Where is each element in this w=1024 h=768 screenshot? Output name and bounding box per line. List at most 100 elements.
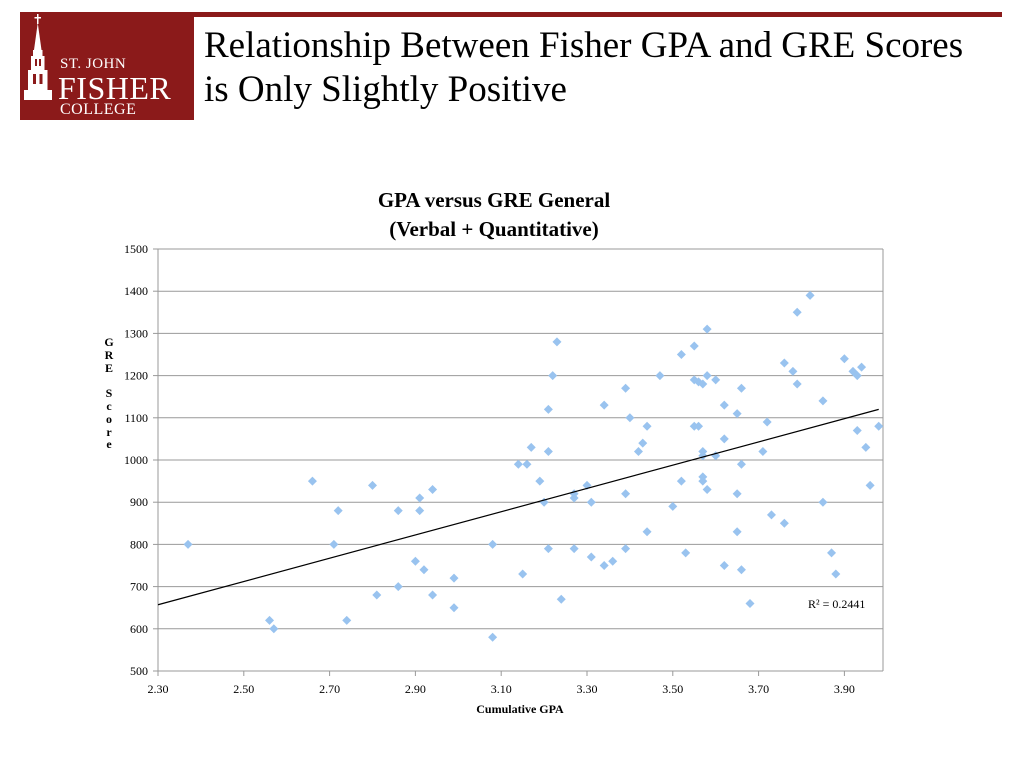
x-tick-label: 2.70 [319,682,340,696]
data-point [745,598,755,608]
data-point [852,425,862,435]
data-point [393,506,403,516]
data-point [415,506,425,516]
y-tick-label: 600 [130,622,148,636]
data-point [736,565,746,575]
logo-line3: COLLEGE [60,101,137,118]
data-point [702,324,712,334]
data-point [393,582,403,592]
data-point [372,590,382,600]
x-tick-label: 2.30 [148,682,169,696]
title-banner [20,12,1016,124]
data-point [779,358,789,368]
data-point [698,379,708,389]
data-point [419,565,429,575]
data-point [329,539,339,549]
trendline [157,408,879,606]
data-point [488,632,498,642]
data-point [621,489,631,499]
y-tick-label: 1300 [124,326,148,340]
data-point [513,459,523,469]
data-point [702,485,712,495]
data-point [732,409,742,419]
data-point [861,442,871,452]
data-point [586,497,596,507]
chart-title: GPA versus GRE General (Verbal + Quantit… [300,186,688,244]
x-axis-label: Cumulative GPA [476,702,564,716]
data-point [788,366,798,376]
data-point [818,497,828,507]
data-point [694,421,704,431]
chart-title-line1: GPA versus GRE General [377,188,611,212]
data-point [736,459,746,469]
data-point [711,375,721,385]
data-point [367,480,377,490]
data-point [758,447,768,457]
data-point [522,459,532,469]
data-point [779,518,789,528]
data-point [449,603,459,613]
data-point [719,561,729,570]
data-point [543,544,553,554]
data-point [307,476,317,486]
data-point [449,573,459,583]
slide-title: Relationship Between Fisher GPA and GRE … [204,25,964,110]
data-point [621,544,631,554]
data-point [518,569,528,579]
data-point [333,506,343,516]
data-point [625,413,635,423]
data-point [428,590,438,600]
x-tick-label: 3.10 [491,682,512,696]
data-point [852,371,862,381]
data-point [831,569,841,579]
data-point [621,383,631,393]
data-point [642,527,652,537]
data-point [668,501,678,511]
data-point [183,539,193,549]
data-point [342,615,352,625]
title-panel [194,17,1016,124]
data-point [676,476,686,486]
data-point [569,493,579,503]
data-point [569,544,579,554]
y-tick-label: 900 [130,495,148,509]
data-point [265,615,275,625]
data-point [655,371,665,381]
y-tick-label: 1500 [124,242,148,256]
data-point [857,362,867,372]
data-point [681,548,691,558]
data-point [818,396,828,406]
college-logo: ST. JOHN FISHER COLLEGE [24,14,174,118]
x-tick-label: 3.30 [576,682,597,696]
y-tick-label: 1200 [124,369,148,383]
data-point [805,290,815,300]
data-point [599,561,609,570]
data-point [428,485,438,495]
data-point [410,556,420,566]
y-tick-label: 500 [130,664,148,678]
data-point [526,442,536,452]
data-point [608,556,618,566]
y-tick-label: 1400 [124,284,148,298]
data-point [638,438,648,448]
data-point [792,307,802,317]
data-point [766,510,776,520]
data-point [535,476,545,486]
data-point [698,447,708,457]
data-point [415,493,425,503]
data-point [874,421,884,431]
data-point [719,400,729,410]
chart-title-line2: (Verbal + Quantitative) [389,217,599,241]
data-point [702,371,712,381]
chapel-spire-icon [24,14,52,100]
data-point [689,341,699,351]
y-tick-label: 1000 [124,453,148,467]
data-point [762,417,772,427]
data-point [488,539,498,549]
data-point [839,354,849,364]
y-tick-label: 1100 [124,411,148,425]
data-point [543,404,553,414]
data-point [676,350,686,359]
data-point [556,594,566,604]
